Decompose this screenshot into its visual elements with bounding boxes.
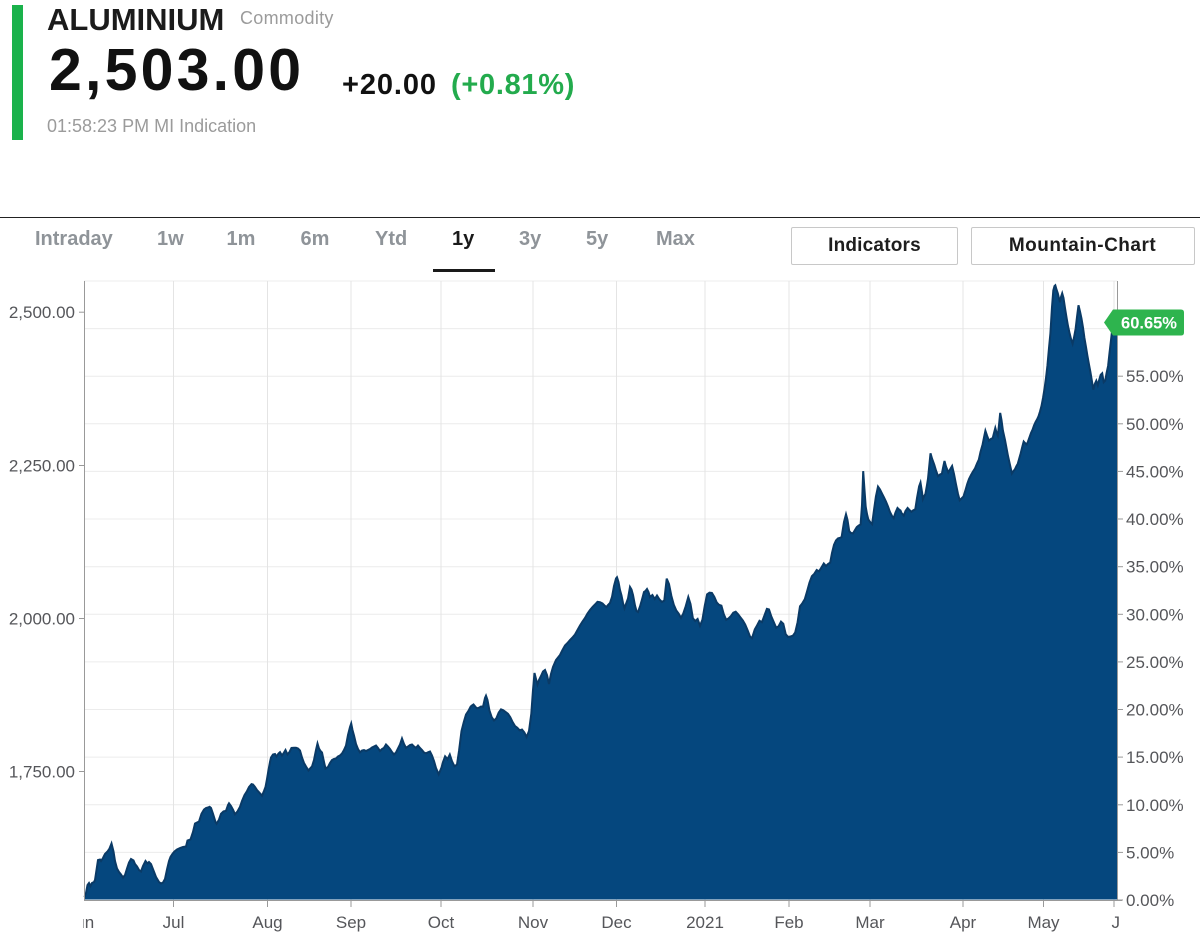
svg-text:10.00%: 10.00% xyxy=(1126,796,1184,815)
svg-text:60.65%: 60.65% xyxy=(1121,315,1177,333)
svg-text:Oct: Oct xyxy=(428,913,455,932)
svg-text:2021: 2021 xyxy=(686,913,724,932)
svg-text:15.00%: 15.00% xyxy=(1126,748,1184,767)
svg-text:Apr: Apr xyxy=(950,913,977,932)
svg-text:20.00%: 20.00% xyxy=(1126,701,1184,720)
svg-text:Dec: Dec xyxy=(601,913,632,932)
svg-text:30.00%: 30.00% xyxy=(1126,605,1184,624)
svg-text:0.00%: 0.00% xyxy=(1126,891,1174,910)
svg-text:Jul: Jul xyxy=(163,913,185,932)
svg-text:2,250.00: 2,250.00 xyxy=(9,457,75,476)
svg-text:25.00%: 25.00% xyxy=(1126,653,1184,672)
svg-text:Sep: Sep xyxy=(336,913,366,932)
svg-text:Mar: Mar xyxy=(855,913,885,932)
svg-text:35.00%: 35.00% xyxy=(1126,558,1184,577)
svg-text:40.00%: 40.00% xyxy=(1126,510,1184,529)
svg-text:Feb: Feb xyxy=(774,913,803,932)
svg-text:45.00%: 45.00% xyxy=(1126,462,1184,481)
svg-text:5.00%: 5.00% xyxy=(1126,843,1174,862)
svg-text:55.00%: 55.00% xyxy=(1126,367,1184,386)
svg-text:50.00%: 50.00% xyxy=(1126,415,1184,434)
svg-text:Jun: Jun xyxy=(67,913,94,932)
svg-text:J: J xyxy=(1112,913,1121,932)
svg-text:May: May xyxy=(1027,913,1060,932)
svg-text:Nov: Nov xyxy=(518,913,549,932)
svg-text:2,000.00: 2,000.00 xyxy=(9,610,75,629)
svg-text:Aug: Aug xyxy=(252,913,282,932)
svg-text:2,500.00: 2,500.00 xyxy=(9,303,75,322)
svg-text:1,750.00: 1,750.00 xyxy=(9,763,75,782)
